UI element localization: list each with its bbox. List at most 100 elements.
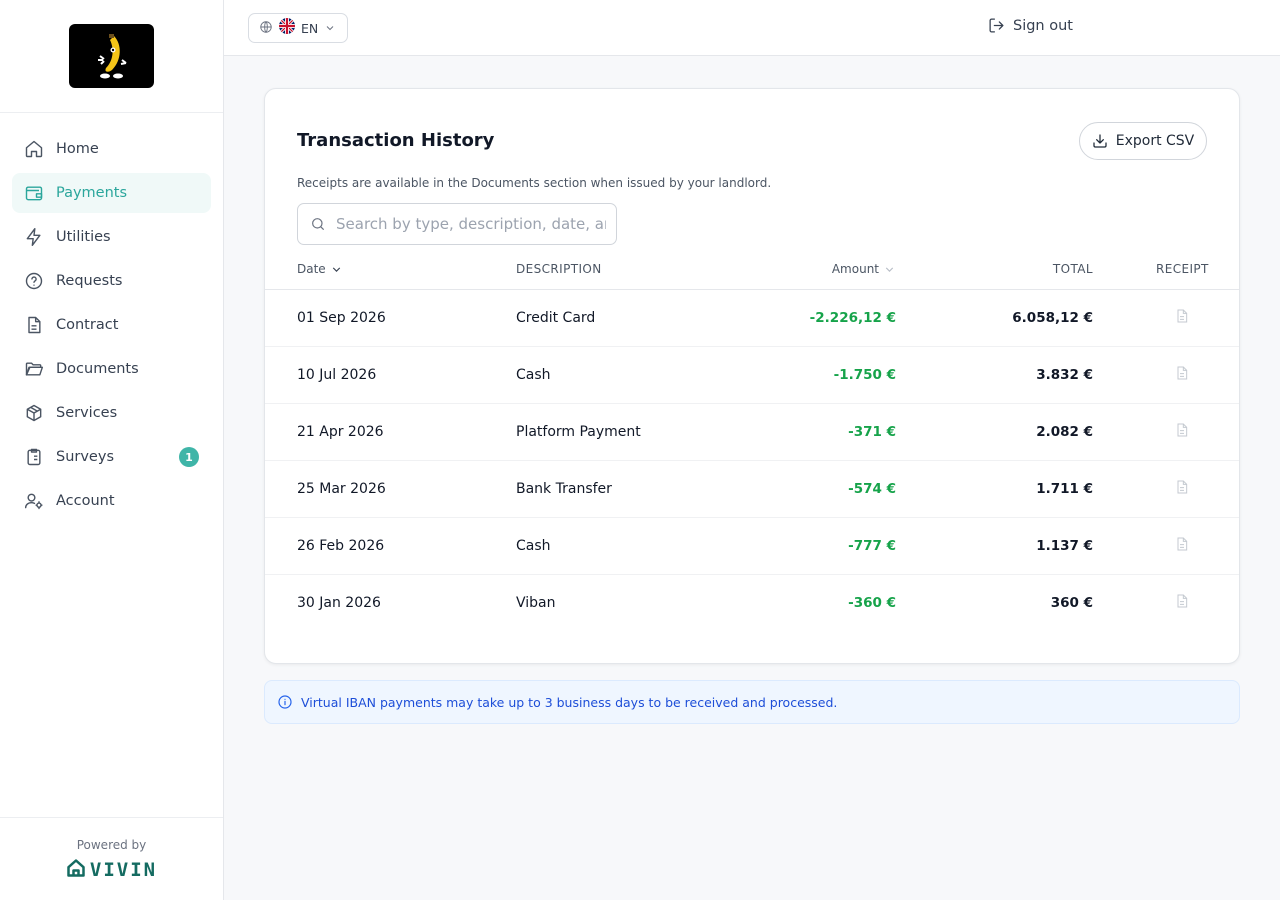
sidebar-item-label: Services [56,405,118,421]
uk-flag-icon [279,18,295,38]
row-description: Credit Card [516,310,596,326]
receipt-header-label: RECEIPT [1156,262,1209,276]
receipt-icon [1174,308,1190,328]
wallet-icon [24,183,44,203]
row-description: Cash [516,538,551,554]
receipt-icon [1174,593,1190,613]
sign-out-label: Sign out [1013,17,1073,34]
sidebar-item-home[interactable]: Home [12,129,211,169]
chevron-down-icon [324,19,336,38]
sidebar-item-label: Account [56,493,115,509]
table-row: 10 Jul 2026 Cash -1.750 € 3.832 € [265,347,1239,404]
sidebar-item-label: Utilities [56,229,111,245]
export-csv-button[interactable]: Export CSV [1079,122,1207,160]
sidebar-item-utilities[interactable]: Utilities [12,217,211,257]
page-title: Transaction History [297,130,495,151]
sidebar-item-label: Documents [56,361,139,377]
language-selector[interactable]: EN [248,13,348,43]
search-input[interactable] [336,215,606,233]
row-amount: -1.750 € [833,367,896,383]
box-icon [24,403,44,423]
row-description: Cash [516,367,551,383]
row-description: Bank Transfer [516,481,612,497]
user-gear-icon [24,491,44,511]
row-date: 26 Feb 2026 [297,538,385,554]
row-amount: -574 € [848,481,896,497]
amount-column-header[interactable]: Amount [832,262,896,276]
table-row: 30 Jan 2026 Viban -360 € 360 € [265,575,1239,632]
row-date: 01 Sep 2026 [297,310,386,326]
description-column-header: DESCRIPTION [516,262,602,276]
folder-icon [24,359,44,379]
receipt-icon [1174,365,1190,385]
receipt-icon [1174,536,1190,556]
sign-out-button[interactable]: Sign out [988,17,1073,34]
table-row: 01 Sep 2026 Credit Card -2.226,12 € 6.05… [265,290,1239,347]
total-column-header: TOTAL [1053,262,1093,276]
clipboard-icon [24,447,44,467]
surveys-count-badge: 1 [179,447,199,467]
info-banner-text: Virtual IBAN payments may take up to 3 b… [301,694,838,710]
logo-area [0,0,223,113]
sort-icon [885,266,894,272]
receipt-column-header: RECEIPT [1156,262,1209,276]
company-logo[interactable] [69,24,154,88]
table-row: 21 Apr 2026 Platform Payment -371 € 2.08… [265,404,1239,461]
description-header-label: DESCRIPTION [516,262,602,276]
table-row: 26 Feb 2026 Cash -777 € 1.137 € [265,518,1239,575]
row-description: Viban [516,595,556,611]
row-date: 30 Jan 2026 [297,595,381,611]
sidebar-item-label: Payments [56,185,128,201]
row-amount: -371 € [848,424,896,440]
date-column-header[interactable]: Date [297,262,343,276]
receipts-note: Receipts are available in the Documents … [297,176,772,190]
row-total: 360 € [1050,595,1093,611]
table-row: 25 Mar 2026 Bank Transfer -574 € 1.711 € [265,461,1239,518]
table-header: Date DESCRIPTION Amount TOTAL RECEIPT [265,257,1239,290]
row-date: 21 Apr 2026 [297,424,384,440]
download-icon [1093,134,1107,148]
search-icon [312,218,324,230]
info-banner: Virtual IBAN payments may take up to 3 b… [264,680,1240,724]
row-amount: -777 € [848,538,896,554]
sidebar-item-payments[interactable]: Payments [12,173,211,213]
main-nav: Home Payments Utilities Requests Contrac… [0,113,223,521]
sidebar-item-label: Home [56,141,99,157]
sidebar-item-requests[interactable]: Requests [12,261,211,301]
sidebar-item-label: Requests [56,273,123,289]
row-amount: -360 € [848,595,896,611]
sidebar-item-services[interactable]: Services [12,393,211,433]
info-icon [278,695,292,709]
bolt-icon [24,227,44,247]
sidebar-item-surveys[interactable]: Surveys 1 [12,437,211,477]
language-code: EN [301,20,319,36]
row-total: 6.058,12 € [1012,310,1093,326]
row-total: 3.832 € [1036,367,1093,383]
export-csv-label: Export CSV [1115,133,1195,149]
sidebar-item-contract[interactable]: Contract [12,305,211,345]
amount-header-label: Amount [831,262,879,276]
powered-by-label: Powered by [76,838,147,852]
question-icon [24,271,44,291]
document-icon [24,315,44,335]
date-header-label: Date [297,262,326,276]
transaction-history-card: Transaction History Export CSV Receipts … [264,88,1240,664]
sort-desc-icon [332,266,340,272]
receipt-icon [1174,422,1190,442]
sidebar-item-account[interactable]: Account [12,481,211,521]
sidebar: Home Payments Utilities Requests Contrac… [0,0,224,900]
home-icon [24,139,44,159]
search-box [297,203,617,245]
row-total: 2.082 € [1036,424,1093,440]
top-bar: EN Sign out [224,0,1280,56]
sidebar-item-label: Contract [56,317,119,333]
brand-logo: VIVIN [66,858,157,882]
receipt-icon [1174,479,1190,499]
sidebar-footer: Powered by VIVIN [0,817,223,900]
transactions-table: 01 Sep 2026 Credit Card -2.226,12 € 6.05… [265,290,1239,632]
globe-icon [259,19,273,38]
brand-name: VIVIN [89,859,158,881]
sidebar-item-documents[interactable]: Documents [12,349,211,389]
row-date: 10 Jul 2026 [297,367,377,383]
row-date: 25 Mar 2026 [297,481,386,497]
